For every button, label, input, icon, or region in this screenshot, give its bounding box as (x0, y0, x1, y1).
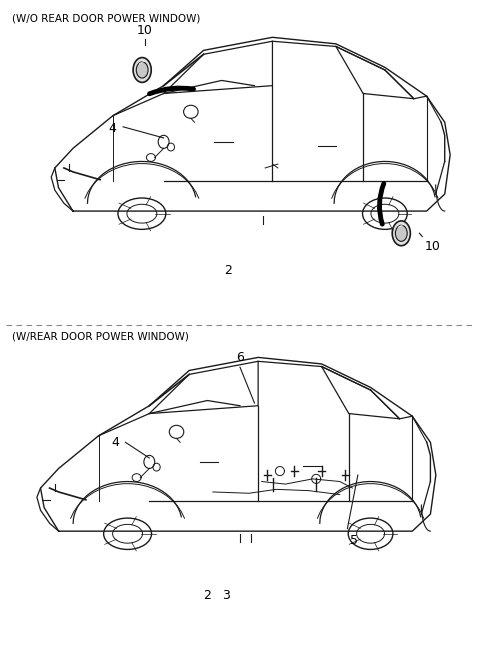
Text: 4: 4 (108, 122, 116, 135)
Text: (W/REAR DOOR POWER WINDOW): (W/REAR DOOR POWER WINDOW) (12, 331, 189, 341)
Text: 2: 2 (224, 264, 232, 277)
Text: 5: 5 (350, 534, 358, 546)
Ellipse shape (392, 221, 410, 246)
Text: 3: 3 (222, 589, 229, 602)
Text: 2: 2 (203, 589, 211, 602)
Text: 10: 10 (424, 240, 440, 253)
Ellipse shape (136, 62, 148, 78)
Text: 4: 4 (112, 436, 120, 449)
Text: 6: 6 (236, 351, 244, 364)
Ellipse shape (396, 225, 407, 241)
Text: 10: 10 (137, 24, 153, 37)
Text: (W/O REAR DOOR POWER WINDOW): (W/O REAR DOOR POWER WINDOW) (12, 13, 200, 23)
Ellipse shape (133, 58, 151, 83)
